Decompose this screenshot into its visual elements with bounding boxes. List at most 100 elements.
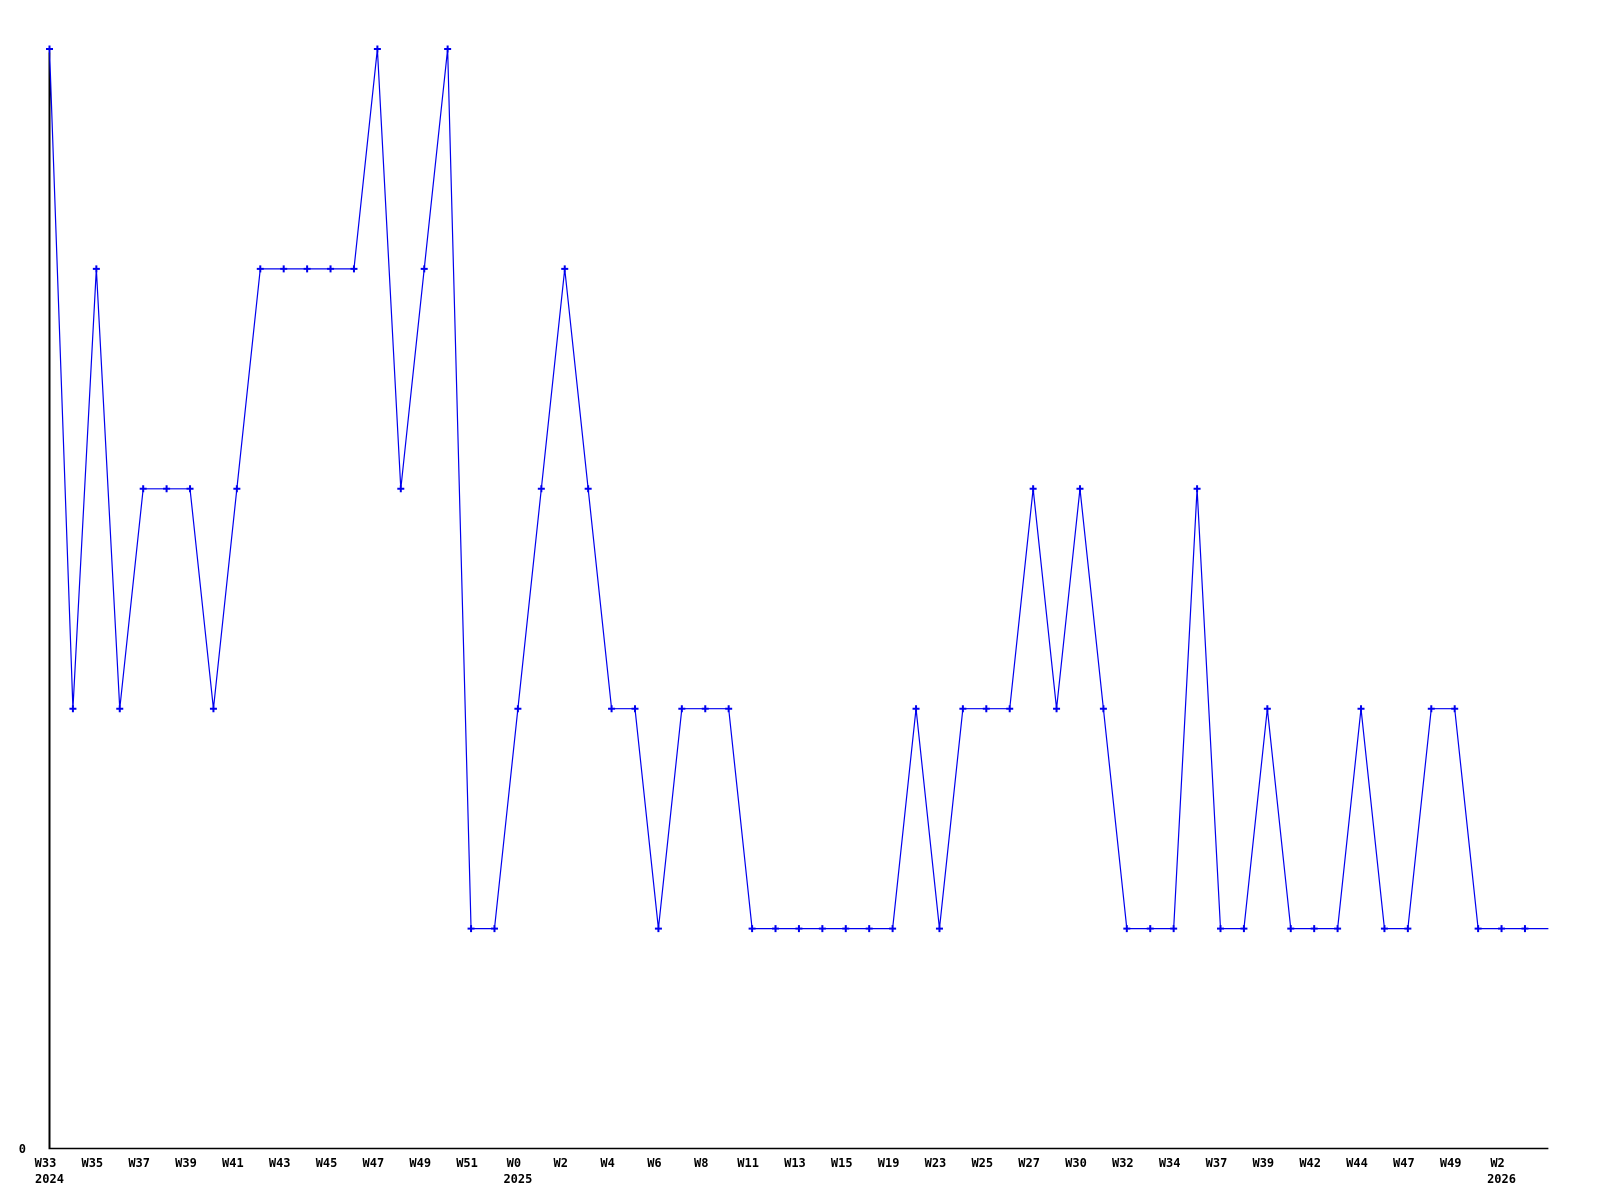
data-point-marker <box>303 265 311 273</box>
data-point-marker <box>865 925 873 933</box>
data-point-marker <box>701 705 709 713</box>
data-point-marker <box>1170 925 1178 933</box>
x-tick-week-label: W39 <box>175 1156 197 1170</box>
data-point-marker <box>280 265 288 273</box>
data-point-marker <box>772 925 780 933</box>
data-point-marker <box>912 705 920 713</box>
data-point-marker <box>959 705 967 713</box>
data-point-marker <box>163 485 171 493</box>
data-point-marker <box>818 925 826 933</box>
x-tick-week-label: W39 <box>1252 1156 1274 1170</box>
data-point-marker <box>1521 925 1529 933</box>
x-tick-year-label: 2026 <box>1487 1172 1516 1186</box>
x-tick-week-label: W41 <box>222 1156 244 1170</box>
data-point-marker <box>1310 925 1318 933</box>
data-point-marker <box>1404 925 1412 933</box>
x-tick-week-label: W30 <box>1065 1156 1087 1170</box>
x-tick-week-label: W44 <box>1346 1156 1368 1170</box>
x-tick-week-label: W37 <box>128 1156 150 1170</box>
x-tick-year-label: 2025 <box>503 1172 532 1186</box>
data-point-marker <box>1193 485 1201 493</box>
data-point-marker <box>1380 925 1388 933</box>
x-tick-week-label: W45 <box>316 1156 338 1170</box>
data-point-marker <box>490 925 498 933</box>
x-tick-week-label: W11 <box>737 1156 759 1170</box>
x-tick-week-label: W13 <box>784 1156 806 1170</box>
data-point-marker <box>1006 705 1014 713</box>
data-point-marker <box>1076 485 1084 493</box>
data-point-marker <box>1099 705 1107 713</box>
data-point-marker <box>1263 705 1271 713</box>
data-point-marker <box>1029 485 1037 493</box>
x-tick-week-label: W43 <box>269 1156 291 1170</box>
series-line <box>48 48 1549 930</box>
data-point-marker <box>935 925 943 933</box>
data-point-marker <box>92 265 100 273</box>
data-point-marker <box>420 265 428 273</box>
data-point-marker <box>116 705 124 713</box>
x-tick-week-label: W35 <box>81 1156 103 1170</box>
data-point-marker <box>1334 925 1342 933</box>
x-tick-week-label: W8 <box>694 1156 708 1170</box>
data-point-marker <box>1287 925 1295 933</box>
data-point-marker <box>537 485 545 493</box>
data-point-marker <box>1053 705 1061 713</box>
x-tick-week-label: W2 <box>554 1156 568 1170</box>
data-point-marker <box>1217 925 1224 933</box>
data-point-marker <box>256 265 264 273</box>
x-tick-week-label: W32 <box>1112 1156 1134 1170</box>
x-tick-week-label: W4 <box>600 1156 614 1170</box>
data-point-marker <box>1498 925 1506 933</box>
x-tick-week-label: W42 <box>1299 1156 1321 1170</box>
data-point-marker <box>725 705 733 713</box>
data-point-marker <box>209 705 217 713</box>
data-point-marker <box>327 265 335 273</box>
x-tick-year-label: 2024 <box>35 1172 64 1186</box>
data-point-marker <box>397 485 405 493</box>
x-tick-week-label: W27 <box>1018 1156 1040 1170</box>
data-point-marker <box>678 705 686 713</box>
data-point-marker <box>69 705 77 713</box>
data-point-marker <box>444 45 452 53</box>
x-tick-week-label: W47 <box>363 1156 385 1170</box>
data-point-marker <box>561 265 569 273</box>
x-tick-week-label: W49 <box>1440 1156 1462 1170</box>
x-tick-week-label: W19 <box>878 1156 900 1170</box>
data-point-marker <box>514 705 522 713</box>
x-tick-week-label: W6 <box>647 1156 661 1170</box>
x-tick-week-label: W0 <box>507 1156 521 1170</box>
x-tick-week-label: W23 <box>925 1156 947 1170</box>
data-point-marker <box>233 485 241 493</box>
x-tick-week-label: W34 <box>1159 1156 1181 1170</box>
data-point-marker <box>654 925 662 933</box>
data-point-marker <box>982 705 990 713</box>
data-point-marker <box>46 45 53 53</box>
x-tick-week-label: W2 <box>1490 1156 1504 1170</box>
data-point-marker <box>608 705 616 713</box>
data-point-marker <box>1146 925 1154 933</box>
x-tick-week-label: W15 <box>831 1156 853 1170</box>
data-point-marker <box>373 45 381 53</box>
data-point-marker <box>842 925 850 933</box>
data-point-marker <box>748 925 756 933</box>
data-point-marker <box>186 485 194 493</box>
data-point-marker <box>889 925 897 933</box>
x-tick-week-label: W49 <box>409 1156 431 1170</box>
data-point-marker <box>139 485 147 493</box>
data-point-marker <box>795 925 803 933</box>
data-point-marker <box>467 925 475 933</box>
x-tick-week-label: W25 <box>971 1156 993 1170</box>
data-point-marker <box>1474 925 1482 933</box>
data-point-marker <box>1451 705 1459 713</box>
data-point-marker <box>350 265 358 273</box>
x-tick-week-label: W33 <box>35 1156 57 1170</box>
data-point-marker <box>1357 705 1365 713</box>
data-series <box>46 45 1549 933</box>
x-axis-tick-labels: W33 2024 W35 W37 W39 W41 W43 W45 W47 W49 W51 W0 2025… <box>35 1156 1516 1186</box>
data-point-marker <box>584 485 592 493</box>
data-point-marker <box>1427 705 1435 713</box>
data-point-marker <box>631 705 639 713</box>
x-tick-week-label: W37 <box>1206 1156 1228 1170</box>
